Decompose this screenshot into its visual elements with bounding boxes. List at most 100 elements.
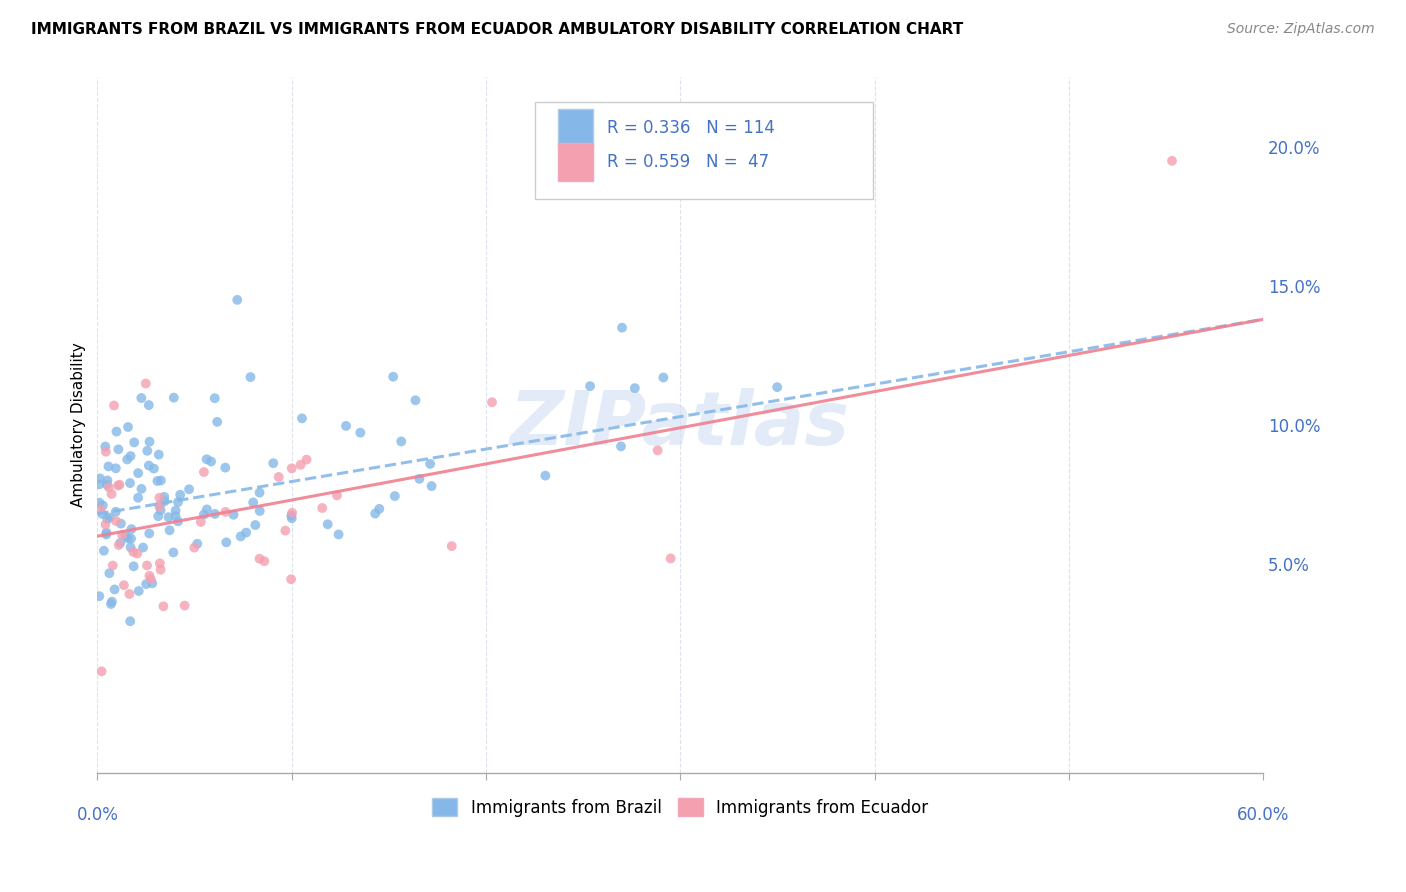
Point [193, 508, 215, 522]
Point [481, 395, 503, 409]
Point [262, 456, 284, 470]
Text: 0.0%: 0.0% [76, 805, 118, 824]
Point [96, 512, 118, 526]
Point [404, 393, 426, 408]
Point [214, 505, 236, 519]
Point [316, 517, 339, 532]
Point [100, 487, 122, 501]
Point [177, 483, 200, 497]
Point [215, 535, 238, 549]
Point [167, 495, 190, 509]
Point [101, 558, 124, 573]
Point [94, 440, 117, 454]
Point [652, 370, 675, 384]
Point [148, 500, 170, 514]
Point [368, 501, 391, 516]
Point [108, 538, 131, 552]
Point [115, 452, 138, 467]
Point [91, 499, 114, 513]
Point [149, 557, 172, 571]
Point [335, 418, 357, 433]
Point [120, 532, 142, 546]
Text: 60.0%: 60.0% [1237, 805, 1289, 824]
Point [117, 532, 139, 546]
Point [242, 495, 264, 509]
Point [311, 501, 333, 516]
Point [136, 443, 159, 458]
Point [162, 545, 184, 559]
Point [1161, 153, 1184, 168]
Point [195, 502, 218, 516]
Text: Source: ZipAtlas.com: Source: ZipAtlas.com [1227, 22, 1375, 37]
Point [239, 370, 262, 384]
Point [89, 477, 111, 491]
Point [117, 420, 139, 434]
Point [419, 457, 441, 471]
Point [610, 439, 633, 453]
Point [101, 594, 124, 608]
Point [280, 461, 302, 475]
Point [440, 539, 463, 553]
Point [165, 509, 187, 524]
Text: R = 0.336   N = 114: R = 0.336 N = 114 [607, 120, 775, 137]
Point [534, 468, 557, 483]
Point [253, 554, 276, 568]
Point [120, 449, 142, 463]
Point [281, 506, 304, 520]
Point [89, 471, 111, 485]
Point [103, 399, 125, 413]
Point [183, 541, 205, 555]
Point [165, 503, 187, 517]
Point [280, 572, 302, 586]
Point [200, 454, 222, 468]
Point [624, 381, 647, 395]
Point [157, 510, 180, 524]
Point [120, 522, 142, 536]
Point [108, 477, 131, 491]
Point [146, 474, 169, 488]
Point [384, 489, 406, 503]
Point [138, 434, 160, 449]
Point [98, 566, 121, 581]
Point [138, 526, 160, 541]
Point [122, 435, 145, 450]
Point [148, 509, 170, 524]
Point [205, 415, 228, 429]
Point [111, 528, 134, 542]
Point [249, 551, 271, 566]
Point [190, 515, 212, 529]
Point [93, 543, 115, 558]
Point [291, 411, 314, 425]
Point [96, 474, 118, 488]
FancyBboxPatch shape [558, 109, 593, 147]
Point [195, 452, 218, 467]
Point [274, 524, 297, 538]
Point [420, 479, 443, 493]
Point [267, 470, 290, 484]
Point [647, 443, 669, 458]
Point [122, 545, 145, 559]
Text: R = 0.559   N =  47: R = 0.559 N = 47 [607, 153, 769, 171]
Point [89, 589, 111, 603]
Point [128, 584, 150, 599]
Point [132, 541, 155, 555]
FancyBboxPatch shape [534, 102, 873, 199]
Legend: Immigrants from Brazil, Immigrants from Ecuador: Immigrants from Brazil, Immigrants from … [426, 792, 935, 823]
Point [97, 480, 120, 494]
Point [90, 665, 112, 679]
Point [328, 527, 350, 541]
Y-axis label: Ambulatory Disability: Ambulatory Disability [72, 343, 86, 508]
Point [120, 541, 142, 555]
Point [280, 511, 302, 525]
Point [214, 460, 236, 475]
Point [159, 523, 181, 537]
Point [107, 478, 129, 492]
Point [204, 391, 226, 405]
Point [127, 547, 149, 561]
Point [408, 472, 430, 486]
Point [766, 380, 789, 394]
Point [138, 568, 160, 582]
Point [295, 452, 318, 467]
Point [127, 491, 149, 505]
Point [290, 458, 312, 472]
